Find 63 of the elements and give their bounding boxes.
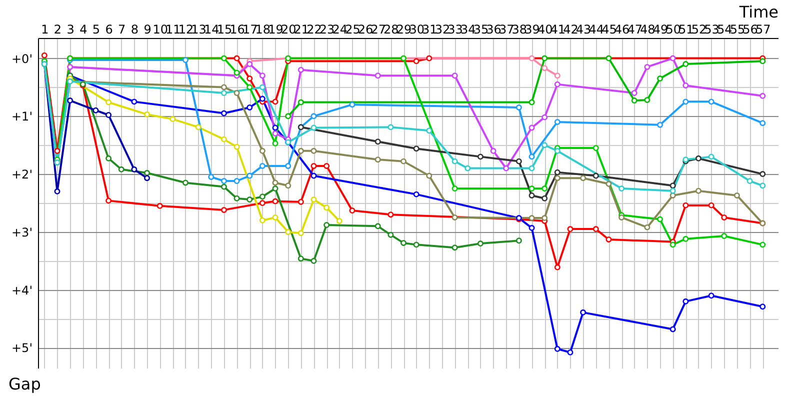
x-tick-label: 53 [704, 22, 720, 36]
x-tick-label: 7 [118, 22, 126, 36]
x-tick-label: 42 [563, 22, 578, 36]
x-tick-label: 5 [92, 22, 100, 36]
x-tick-label: 6 [105, 22, 113, 36]
x-tick-label: 28 [384, 22, 399, 36]
x-axis-title: Time [738, 2, 778, 22]
y-tick-label: +1' [12, 110, 32, 124]
x-tick-label: 41 [550, 22, 566, 36]
x-tick-label: 13 [191, 22, 206, 36]
x-tick-label: 17 [242, 22, 258, 36]
x-tick-label: 46 [614, 22, 630, 36]
x-tick-label: 4 [80, 22, 88, 36]
y-tick-label: +3' [12, 225, 32, 240]
y-tick-label: +4' [12, 283, 32, 298]
x-tick-label: 45 [602, 22, 617, 36]
x-tick-label: 3 [66, 22, 74, 36]
x-tick-label: 16 [230, 22, 245, 36]
x-tick-label: 14 [204, 22, 220, 36]
x-tick-label: 54 [716, 22, 732, 36]
y-axis-title: Gap [8, 374, 41, 394]
x-tick-label: 47 [627, 22, 642, 36]
x-tick-label: 22 [306, 22, 322, 36]
x-tick-label: 37 [498, 22, 514, 36]
x-tick-label: 18 [255, 22, 271, 36]
x-tick-label: 50 [666, 22, 681, 36]
x-tick-label: 27 [370, 22, 386, 36]
x-tick-label: 32 [434, 22, 450, 36]
y-tick-label: +2' [12, 168, 32, 182]
x-tick-label: 15 [216, 22, 232, 36]
x-tick-label: 11 [166, 22, 181, 36]
x-tick-label: 56 [742, 22, 758, 36]
x-tick-label: 43 [576, 22, 592, 36]
x-tick-label: 2 [54, 22, 62, 36]
x-tick-label: 34 [460, 22, 476, 36]
x-tick-label: 31 [422, 22, 438, 36]
x-tick-label: 20 [280, 22, 296, 36]
x-tick-label: 9 [144, 22, 152, 36]
x-tick-label: 38 [512, 22, 528, 36]
x-tick-label: 23 [319, 22, 335, 36]
x-tick-label: 24 [332, 22, 348, 36]
x-tick-label: 55 [730, 22, 746, 36]
x-tick-label: 49 [652, 22, 668, 36]
x-tick-label: 52 [691, 22, 707, 36]
x-tick-label: 30 [409, 22, 424, 36]
x-tick-label: 1 [41, 22, 49, 36]
x-tick-label: 48 [640, 22, 656, 36]
y-tick-label: +0' [12, 52, 32, 66]
x-tick-label: 57 [755, 22, 771, 36]
x-tick-label: 19 [268, 22, 284, 36]
x-tick-label: 40 [537, 22, 553, 36]
x-tick-label: 26 [358, 22, 374, 36]
x-tick-label: 33 [448, 22, 463, 36]
x-tick-label: 39 [524, 22, 540, 36]
x-tick-label: 35 [473, 22, 489, 36]
x-tick-label: 51 [678, 22, 694, 36]
x-tick-label: 25 [345, 22, 360, 36]
x-tick-label: 10 [152, 22, 168, 36]
x-tick-label: 29 [396, 22, 412, 36]
x-tick-label: 8 [130, 22, 139, 36]
y-tick-label: +5' [12, 341, 32, 356]
x-tick-label: 12 [178, 22, 194, 36]
x-tick-label: 36 [486, 22, 502, 36]
